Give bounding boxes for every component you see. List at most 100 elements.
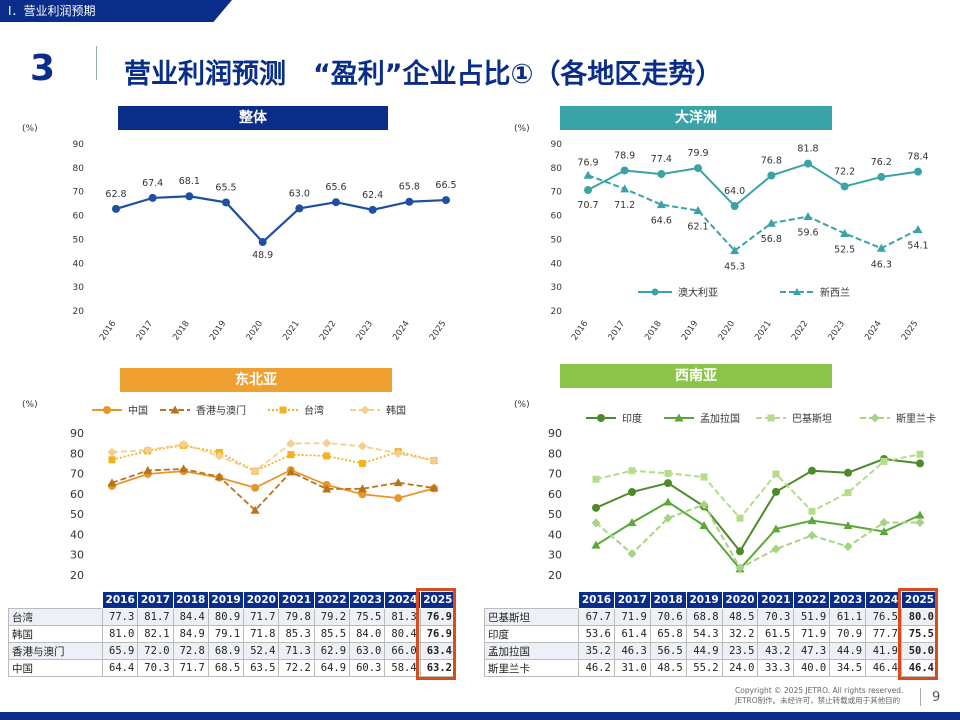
table-cell: 53.6 xyxy=(578,625,615,643)
x-tick-label: 2019 xyxy=(208,319,229,342)
point-marker xyxy=(916,459,924,468)
point-marker xyxy=(880,457,888,465)
series-巴基斯坦 xyxy=(592,450,924,522)
legend-item: 澳大利亚 xyxy=(638,286,718,299)
point-marker xyxy=(879,517,889,527)
y-tick-label: 20 xyxy=(70,569,84,582)
table-cell: 64.9 xyxy=(313,659,351,677)
table-cell: 44.9 xyxy=(685,642,723,660)
table-cell: 80.4 xyxy=(384,625,421,643)
y-tick-label: 20 xyxy=(551,307,563,317)
point-marker xyxy=(840,182,849,191)
point-marker xyxy=(286,439,296,449)
legend-label: 斯里兰卡 xyxy=(896,412,936,425)
point-marker xyxy=(736,514,744,522)
copyright: Copyright © 2025 JETRO. All rights reser… xyxy=(735,686,903,706)
table-cell: 68.9 xyxy=(207,642,245,660)
data-label: 62.4 xyxy=(362,190,383,201)
point-marker xyxy=(148,193,157,202)
legend-label: 韩国 xyxy=(386,404,406,417)
legend-item: 新西兰 xyxy=(780,286,850,299)
year-header: 2023 xyxy=(829,591,867,609)
x-tick-label: 2022 xyxy=(790,319,811,342)
point-marker xyxy=(107,478,117,487)
point-marker xyxy=(214,451,224,461)
table-header-row: 2016 2017 2018 2019 2020 2021 2022 2023 2024 2025 xyxy=(484,591,938,609)
table-cell: 80.9 xyxy=(207,608,245,626)
table-cell: 70.3 xyxy=(757,608,795,626)
point-marker xyxy=(915,510,925,519)
y-tick-label: 60 xyxy=(548,488,562,501)
data-label: 76.9 xyxy=(577,157,598,168)
section-tab: Ⅰ．营业利润预期 xyxy=(0,0,232,22)
chart-overall: 20 30 40 50 60 70 80 90 2016 2017 2018 2019 2020 2021… xyxy=(73,140,457,342)
table-cell: 71.3 xyxy=(278,642,315,660)
data-label: 70.7 xyxy=(577,200,598,211)
table-cell: 24.0 xyxy=(721,659,759,677)
y-tick-label: 80 xyxy=(548,447,562,460)
y-tick-label: 70 xyxy=(70,468,84,481)
x-tick-label: 2023 xyxy=(827,319,848,342)
legend-label: 中国 xyxy=(128,404,148,417)
year-header: 2017 xyxy=(137,591,174,609)
year-header: 2018 xyxy=(649,591,687,609)
data-label: 76.2 xyxy=(871,157,892,168)
table-cell: 61.1 xyxy=(829,608,867,626)
point-marker xyxy=(405,197,414,206)
data-label: 56.8 xyxy=(761,234,782,245)
y-tick-label: 50 xyxy=(70,508,84,521)
table-cell: 58.4 xyxy=(384,659,421,677)
table-cell: 72.0 xyxy=(137,642,174,660)
table-row: 韩国 81.0 82.1 84.9 79.1 71.8 85.3 85.5 84.0 80.4 76… xyxy=(8,625,457,643)
legend-label: 印度 xyxy=(622,412,642,425)
point-marker xyxy=(258,238,267,247)
y-tick-label: 30 xyxy=(548,549,562,562)
data-label: 78.9 xyxy=(614,150,635,161)
table-cell: 31.0 xyxy=(613,659,651,677)
data-label: 77.4 xyxy=(651,154,672,165)
year-header: 2024 xyxy=(384,591,421,609)
x-tick-label: 2025 xyxy=(428,319,449,342)
point-marker xyxy=(628,488,636,497)
x-tick-label: 2025 xyxy=(900,319,921,342)
row-label: 中国 xyxy=(8,659,103,677)
point-marker xyxy=(591,540,601,549)
point-marker xyxy=(286,467,296,476)
y-tick-label: 30 xyxy=(551,283,563,293)
banner-southwest: 西南亚 xyxy=(560,364,832,388)
y-tick-label: 90 xyxy=(548,427,562,440)
year-header: 2025 xyxy=(419,591,457,609)
point-marker xyxy=(674,413,684,422)
y-tick-label: 80 xyxy=(70,447,84,460)
point-marker xyxy=(250,466,260,476)
x-tick-label: 2021 xyxy=(281,319,302,342)
table-cell: 46.3 xyxy=(613,642,651,660)
table-cell: 55.2 xyxy=(685,659,723,677)
data-label: 64.0 xyxy=(724,186,745,197)
table-cell: 70.9 xyxy=(829,625,867,643)
table-cell: 77.3 xyxy=(101,608,139,626)
table-cell: 76.5 xyxy=(865,608,903,626)
year-header: 2018 xyxy=(172,591,209,609)
point-marker xyxy=(322,484,332,493)
point-marker xyxy=(358,459,366,467)
x-tick-label: 2022 xyxy=(318,319,339,342)
legend-item: 中国 xyxy=(92,404,148,417)
point-marker xyxy=(843,520,853,529)
banner-northeast: 东北亚 xyxy=(120,368,392,392)
y-tick-label: 30 xyxy=(73,283,85,293)
point-marker xyxy=(735,563,745,573)
series-line xyxy=(595,453,921,520)
point-marker xyxy=(772,470,780,478)
table-row: 斯里兰卡 46.2 31.0 48.5 55.2 24.0 33.3 40.0 34.5 46.4… xyxy=(484,659,938,677)
table-cell: 51.9 xyxy=(793,608,831,626)
data-label: 48.9 xyxy=(252,250,273,261)
year-header: 2021 xyxy=(278,591,315,609)
row-label: 韩国 xyxy=(8,625,103,643)
y-tick-label: 90 xyxy=(70,427,84,440)
data-label: 65.5 xyxy=(215,182,236,193)
year-header: 2016 xyxy=(101,591,139,609)
table-cell: 85.3 xyxy=(278,625,315,643)
point-marker xyxy=(394,494,403,503)
row-label: 印度 xyxy=(484,625,579,643)
